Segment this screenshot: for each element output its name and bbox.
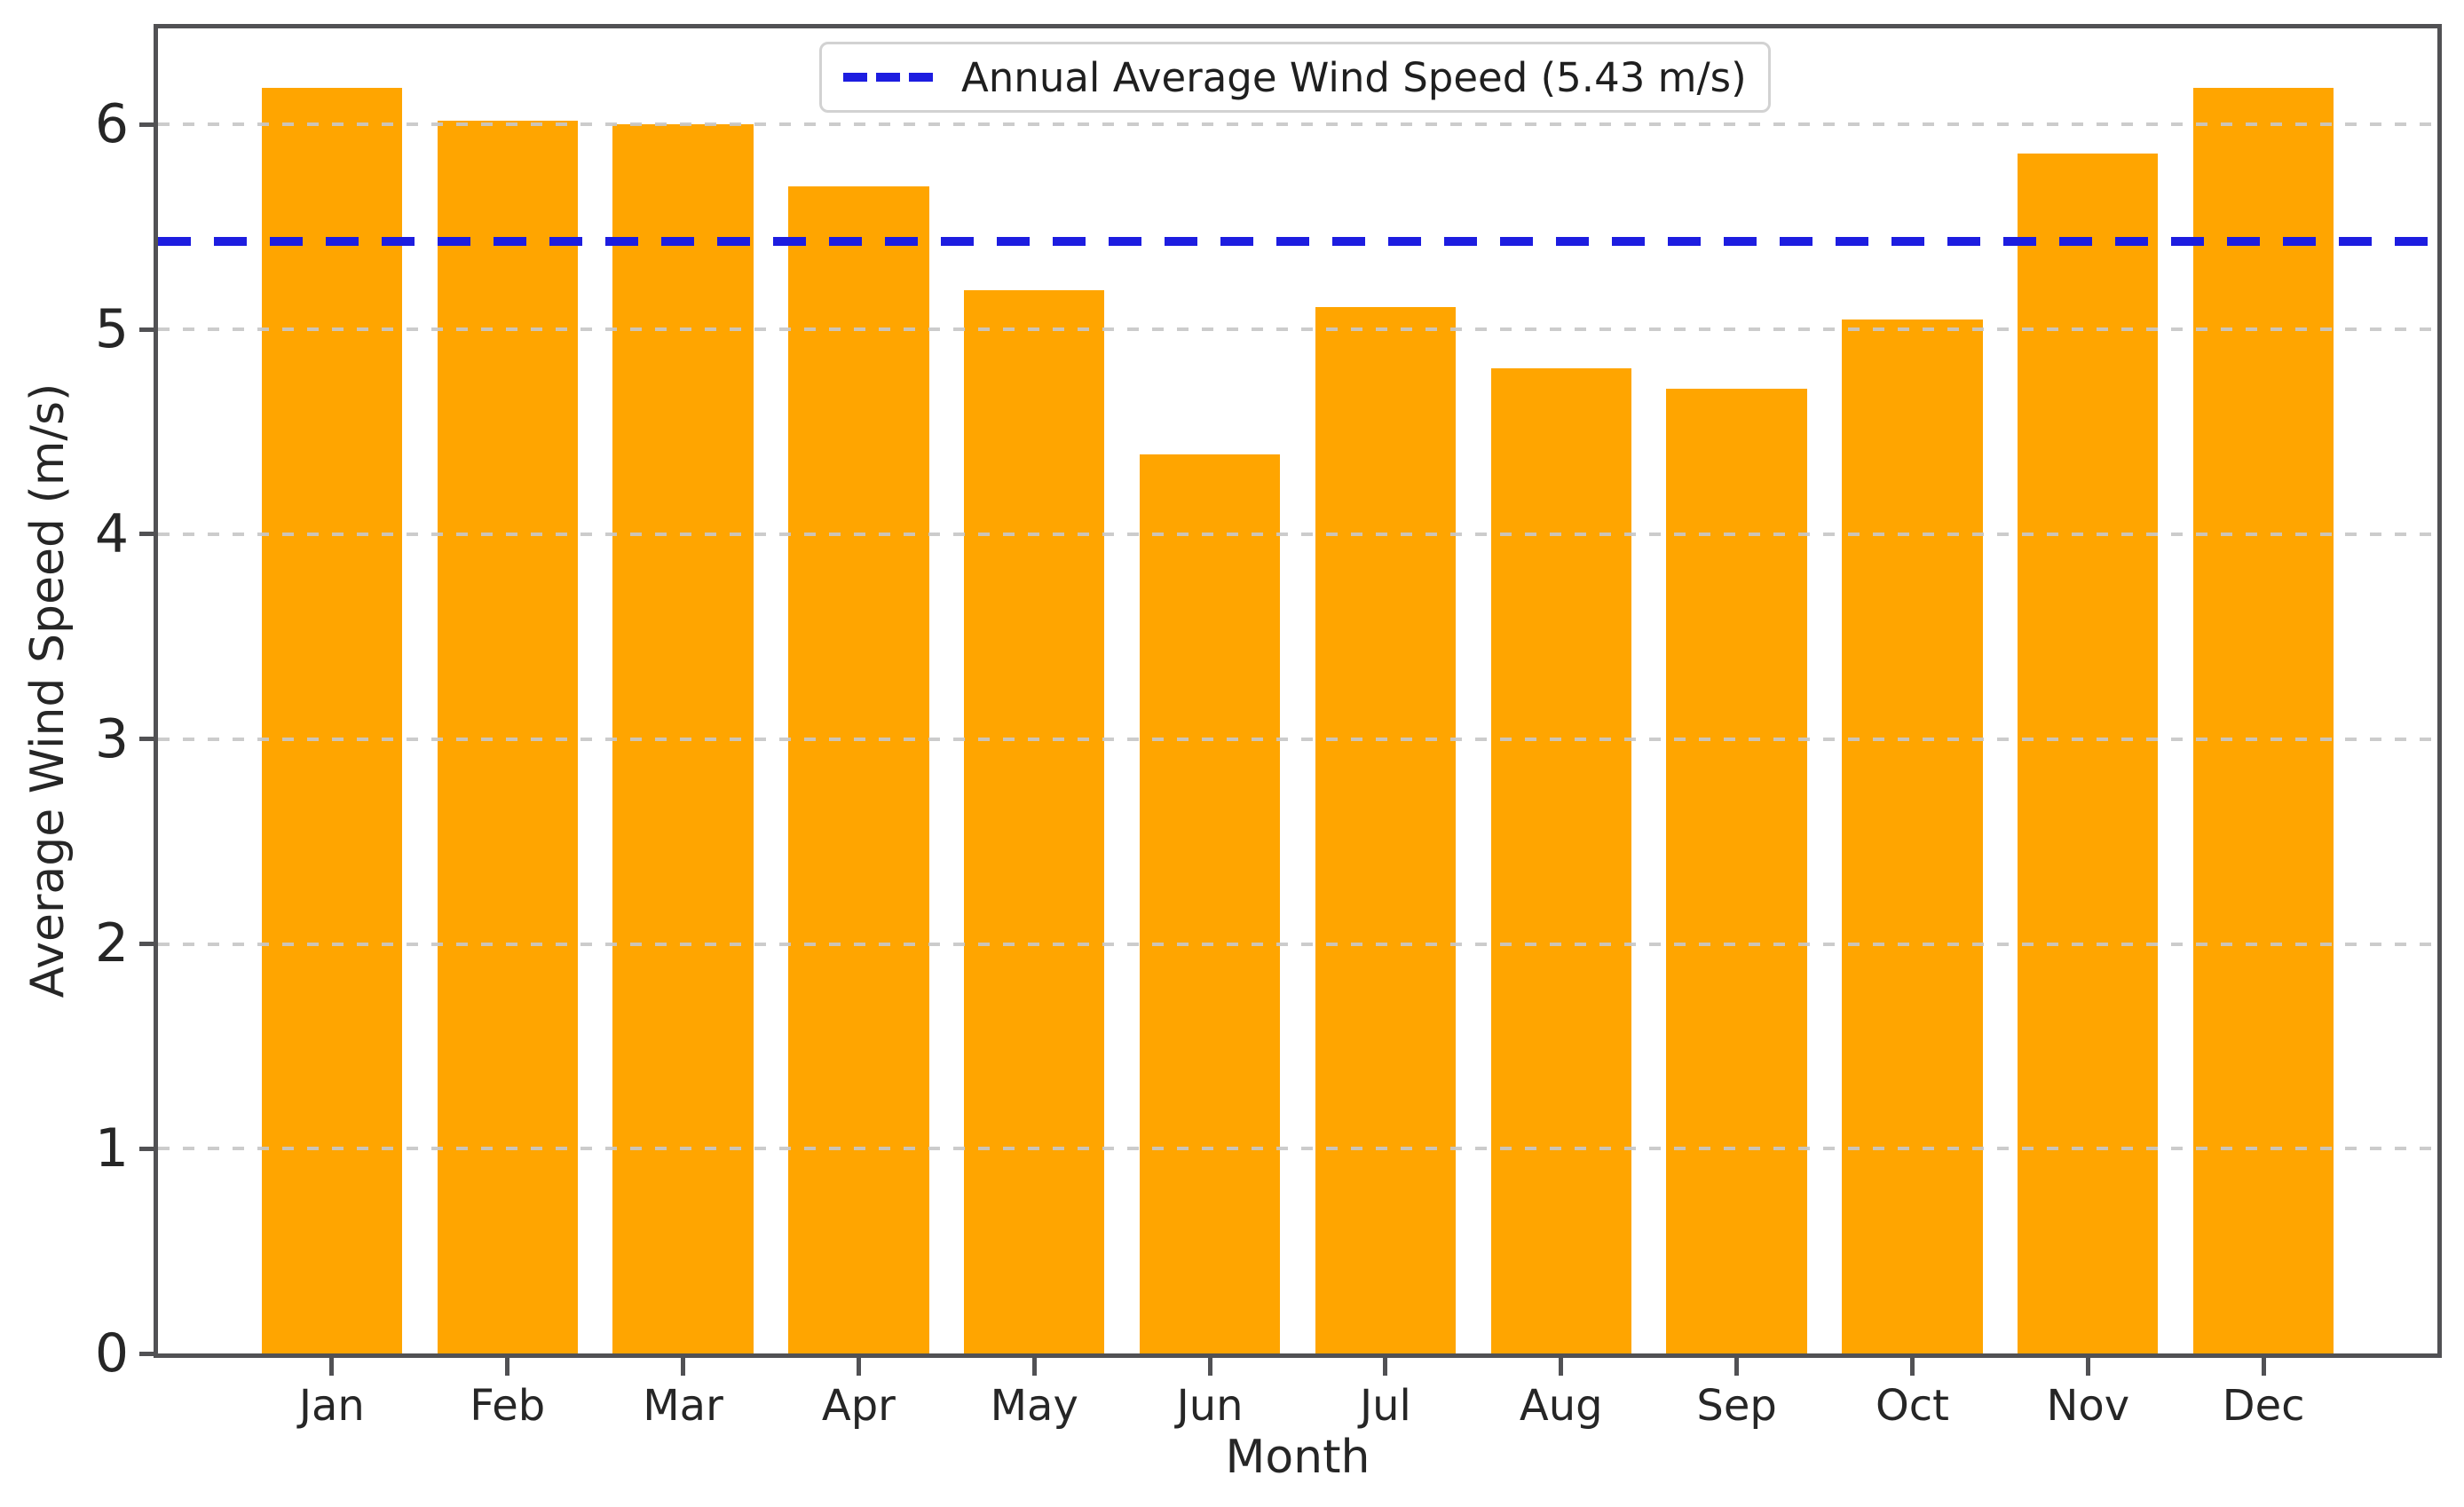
- gridline-4: [158, 532, 2437, 536]
- x-tick-label-jul: Jul: [1359, 1381, 1411, 1431]
- bar-jan: [261, 87, 402, 1353]
- y-tick-label-2: 2: [94, 912, 129, 975]
- legend: Annual Average Wind Speed (5.43 m/s): [819, 42, 1771, 113]
- x-tick-mark-nov: [2085, 1358, 2090, 1376]
- gridline-5: [158, 327, 2437, 332]
- y-tick-mark-1: [139, 1146, 154, 1151]
- bar-aug: [1490, 368, 1631, 1353]
- bar-apr: [788, 185, 929, 1353]
- y-axis-label: Average Wind Speed (m/s): [21, 383, 75, 998]
- annual-average-line: [158, 237, 2437, 246]
- gridline-6: [158, 122, 2437, 127]
- y-tick-mark-4: [139, 532, 154, 537]
- y-tick-label-6: 6: [94, 93, 129, 156]
- bar-jul: [1315, 306, 1457, 1353]
- x-tick-label-sep: Sep: [1696, 1381, 1777, 1431]
- bar-oct: [1842, 319, 1983, 1353]
- y-tick-label-1: 1: [94, 1117, 129, 1180]
- y-tick-mark-3: [139, 737, 154, 742]
- x-tick-label-oct: Oct: [1875, 1381, 1949, 1431]
- x-tick-mark-oct: [1909, 1358, 1915, 1376]
- x-tick-label-dec: Dec: [2222, 1381, 2305, 1431]
- y-tick-label-3: 3: [94, 707, 129, 770]
- bar-dec: [2192, 87, 2334, 1353]
- bar-sep: [1666, 389, 1807, 1353]
- x-tick-mark-sep: [1734, 1358, 1740, 1376]
- x-tick-label-jan: Jan: [298, 1381, 365, 1431]
- x-tick-label-mar: Mar: [643, 1381, 723, 1431]
- y-tick-label-5: 5: [94, 298, 129, 361]
- y-tick-mark-6: [139, 122, 154, 127]
- x-tick-mark-jun: [1207, 1358, 1212, 1376]
- x-tick-label-jun: Jun: [1176, 1381, 1244, 1431]
- gridline-1: [158, 1147, 2437, 1151]
- x-tick-label-apr: Apr: [821, 1381, 896, 1431]
- x-tick-mark-apr: [856, 1358, 861, 1376]
- x-tick-mark-feb: [505, 1358, 510, 1376]
- x-tick-mark-jan: [329, 1358, 335, 1376]
- gridline-2: [158, 942, 2437, 946]
- plot-area: [154, 24, 2442, 1358]
- y-tick-label-4: 4: [94, 502, 129, 565]
- x-tick-label-nov: Nov: [2046, 1381, 2130, 1431]
- plot-inner: [158, 28, 2437, 1353]
- gridline-3: [158, 737, 2437, 741]
- y-tick-mark-0: [139, 1351, 154, 1356]
- legend-dashed-line-sample: [843, 73, 933, 82]
- x-tick-mark-may: [1031, 1358, 1037, 1376]
- legend-label: Annual Average Wind Speed (5.43 m/s): [961, 53, 1747, 101]
- bar-may: [964, 290, 1105, 1353]
- x-tick-mark-jul: [1383, 1358, 1388, 1376]
- x-axis-label: Month: [1225, 1431, 1370, 1484]
- x-tick-mark-aug: [1559, 1358, 1564, 1376]
- x-tick-mark-mar: [681, 1358, 686, 1376]
- y-tick-mark-2: [139, 941, 154, 946]
- y-tick-mark-5: [139, 327, 154, 332]
- y-tick-label-0: 0: [94, 1322, 129, 1385]
- bar-nov: [2018, 153, 2159, 1353]
- x-tick-label-aug: Aug: [1519, 1381, 1603, 1431]
- x-tick-mark-dec: [2261, 1358, 2266, 1376]
- x-tick-label-may: May: [990, 1381, 1078, 1431]
- bar-jun: [1139, 454, 1281, 1353]
- x-tick-label-feb: Feb: [470, 1381, 546, 1431]
